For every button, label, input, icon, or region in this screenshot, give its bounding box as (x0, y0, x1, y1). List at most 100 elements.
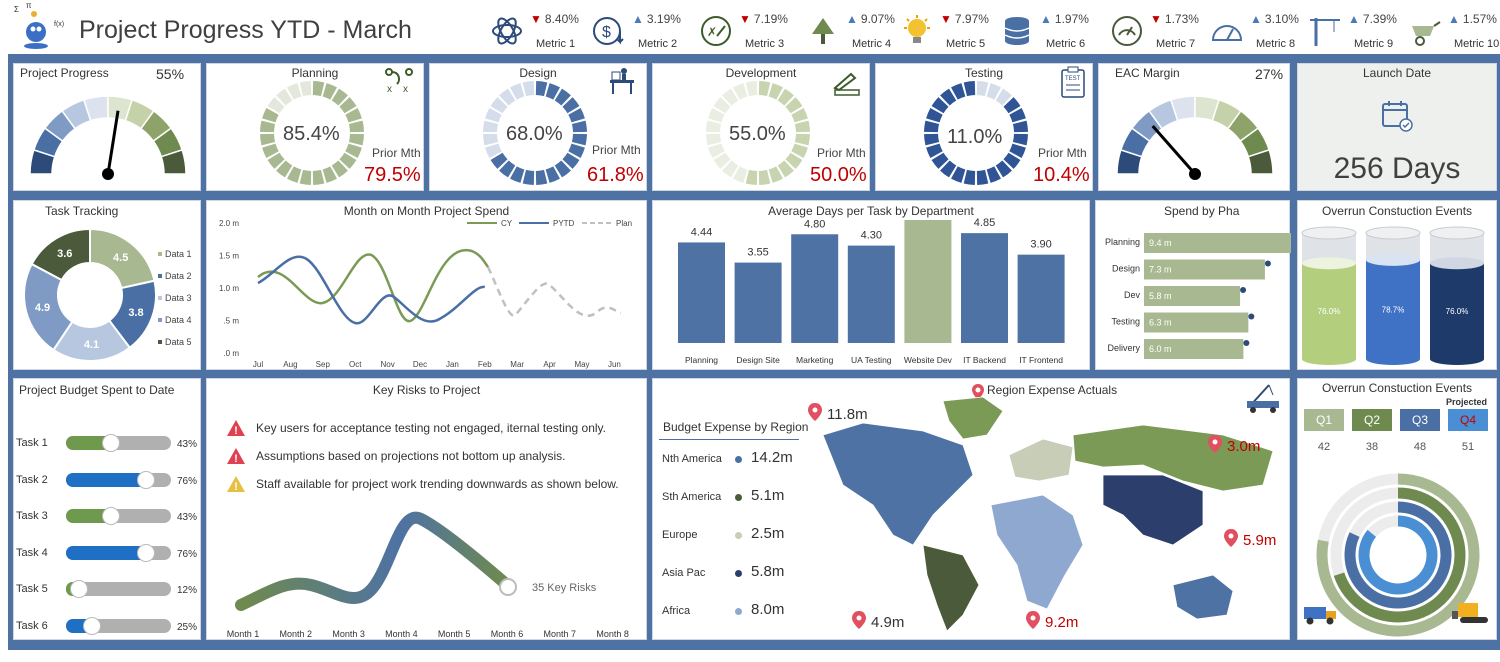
pin-label: 4.9m (871, 614, 904, 631)
phase-marker (1243, 340, 1250, 346)
region-value: 14.2m (751, 449, 793, 466)
gauge-hub (102, 168, 114, 180)
budget-slider-fill (66, 436, 112, 450)
page-title: Project Progress YTD - March (79, 16, 412, 44)
budget-slider-handle[interactable] (136, 543, 155, 562)
legend-label: PYTD (553, 219, 575, 228)
gauge-needle (106, 110, 120, 175)
down-arrow-icon: ▼ (530, 12, 542, 26)
project-progress-pct: 55% (156, 66, 185, 82)
risk-month: Month 6 (491, 629, 524, 639)
ring-segment (940, 160, 957, 178)
bar-value: 4.80 (804, 218, 825, 230)
budget-slider-track[interactable] (66, 580, 171, 598)
ring-segment (571, 133, 587, 146)
region-value: 2.5m (751, 525, 785, 542)
ring-segment (768, 166, 783, 183)
budget-slider-track[interactable] (66, 507, 171, 525)
ring-segment (722, 88, 739, 106)
metric-label: Metric 6 (1046, 38, 1086, 50)
bar-value: 3.90 (1030, 239, 1051, 251)
bar-value: 4.85 (974, 217, 995, 229)
bar-category: UA Testing (851, 355, 892, 365)
x-tick: Jan (446, 360, 459, 369)
ring-segment (924, 120, 940, 133)
quarter-q4[interactable]: Q4 (1448, 409, 1488, 431)
budget-pct: 12% (177, 585, 198, 596)
metric-value-wrap: ▼ 7.97% (940, 12, 989, 26)
ring-segment (339, 97, 357, 114)
budget-slider-handle[interactable] (102, 507, 121, 525)
overrun-cylinders: 76.0% 78.7% 76.0% (1301, 226, 1485, 365)
budget-slider-track[interactable] (66, 543, 171, 562)
spend-phase-title: Spend by Pha (1164, 204, 1240, 218)
world-map: 11.8m 3.0m 5.9m 4.9m 9.2m (808, 396, 1276, 632)
bar-value: 4.30 (861, 230, 882, 242)
y-tick: .5 m (223, 317, 239, 326)
pin-label: 11.8m (827, 406, 868, 423)
region-title-pin-icon (971, 383, 985, 406)
metric-label: Metric 7 (1156, 38, 1196, 50)
metric-label: Metric 2 (638, 38, 678, 50)
ring-segment (785, 97, 803, 114)
ring-segment (276, 88, 293, 106)
budget-slider-handle[interactable] (69, 580, 88, 598)
donut-slice (30, 227, 91, 282)
pin-dot (1030, 615, 1036, 621)
metric-value-wrap: ▼ 1.73% (1150, 12, 1199, 26)
phase-label: Dev (1124, 290, 1141, 300)
x-tick: Nov (380, 360, 394, 369)
quarter-q1[interactable]: Q1 (1304, 409, 1344, 431)
risk-month: Month 2 (280, 629, 313, 639)
budget-slider-track[interactable] (66, 434, 171, 452)
ring-segment (267, 152, 285, 169)
quarter-q3[interactable]: Q3 (1400, 409, 1440, 431)
development-prior-label: Prior Mth (817, 146, 866, 160)
legend-label: Data 1 (165, 249, 192, 259)
ring-segment (345, 143, 362, 158)
budget-slider-fill (66, 509, 112, 523)
avg-days-title: Average Days per Task by Department (768, 204, 974, 218)
ring-segment (545, 166, 560, 183)
metric-4: ▲ 9.07% Metric 4 (806, 6, 906, 54)
up-arrow-icon: ▲ (632, 12, 644, 26)
down-arrow-icon: ▼ (739, 12, 751, 26)
warning-yellow-icon: ! (226, 475, 246, 493)
bar-category: IT Backend (963, 355, 1006, 365)
crane-truck-icon (1243, 381, 1285, 418)
donut-slice (23, 262, 74, 352)
pin-dot (856, 615, 862, 621)
budget-task-label: Task 4 (16, 546, 48, 559)
budget-slider-track[interactable] (66, 470, 171, 489)
metric-label: Metric 3 (745, 38, 785, 50)
quarter-q2[interactable]: Q2 (1352, 409, 1392, 431)
test-clipboard-icon: TEST (1060, 66, 1086, 103)
ring-segment (287, 166, 302, 183)
up-arrow-icon: ▲ (1250, 12, 1262, 26)
legend-swatch (158, 296, 162, 300)
budget-slider-handle[interactable] (83, 616, 102, 635)
up-arrow-icon: ▲ (846, 12, 858, 26)
x-tick: Sep (316, 360, 331, 369)
calendar-icon (1380, 98, 1414, 137)
logo: Σ π f(x) (8, 1, 70, 50)
eac-margin-title: EAC Margin (1115, 66, 1180, 80)
region-table-title: Budget Expense by Region (663, 420, 809, 434)
ring-segment (568, 108, 585, 123)
budget-pct: 43% (177, 512, 198, 523)
budget-slider-handle[interactable] (102, 434, 121, 452)
testing-ring (924, 81, 1028, 185)
budget-slider-handle[interactable] (136, 470, 155, 489)
spend-title: Month on Month Project Spend (343, 204, 510, 218)
budget-slider-fill (66, 545, 146, 560)
legend-label: Data 5 (165, 337, 192, 347)
region-panel: Region Expense Actuals Budget Expense by… (652, 378, 1290, 640)
ring-segment (708, 108, 725, 123)
budget-slider-track[interactable] (66, 616, 171, 635)
ring-segment (926, 143, 943, 158)
risk-text: Assumptions based on projections not bot… (256, 449, 566, 463)
asia-shape (1102, 474, 1204, 546)
wheelbarrow-icon (1408, 14, 1442, 48)
task-tracking-title: Task Tracking (45, 204, 119, 218)
design-ring (483, 81, 587, 185)
